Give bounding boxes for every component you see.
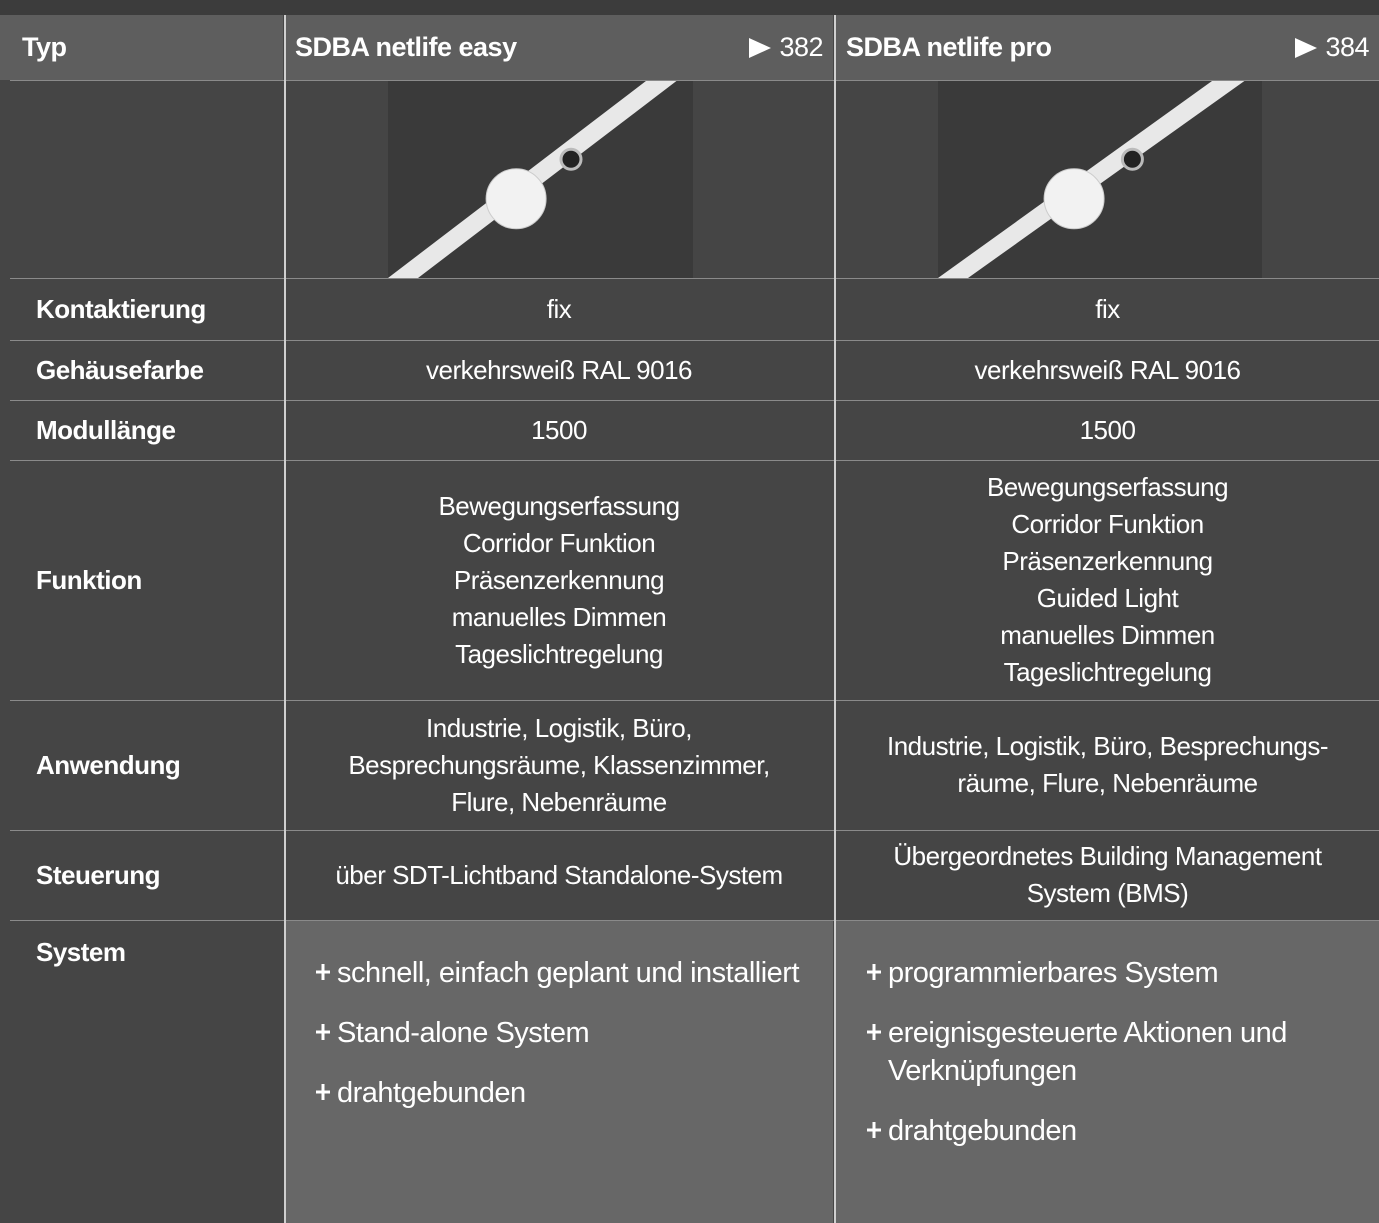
page-number: 382 bbox=[779, 32, 823, 62]
value-line: Präsenzerkennung bbox=[1002, 546, 1213, 576]
row-divider bbox=[10, 920, 1379, 921]
value-line: 1500 bbox=[1079, 414, 1136, 445]
page-ref: 384 bbox=[1295, 29, 1369, 66]
value-line: Präsenzerkennung bbox=[453, 564, 665, 595]
plus-icon bbox=[867, 1024, 881, 1040]
system-cell: schnell, einfach geplant und installiert… bbox=[285, 920, 833, 1223]
value-cell: 1500 bbox=[285, 400, 833, 460]
value-cell: Industrie, Logistik, Büro, Besprechungs-… bbox=[836, 700, 1379, 830]
value-cell: über SDT-Lichtband Standalone-System bbox=[285, 830, 833, 920]
value-cell: verkehrsweiß RAL 9016 bbox=[836, 340, 1379, 400]
value-line: Corridor Funktion bbox=[1011, 509, 1204, 539]
system-cell: programmierbares System ereignisgesteuert… bbox=[836, 920, 1379, 1223]
column-divider bbox=[834, 15, 836, 1223]
value-line: Übergeordnetes Building Management bbox=[893, 841, 1322, 871]
list-item: schnell, einfach geplant und installiert bbox=[315, 954, 800, 992]
header-bg bbox=[0, 15, 10, 80]
page-number: 384 bbox=[1325, 32, 1369, 62]
value-line: Industrie, Logistik, Büro, bbox=[426, 712, 692, 743]
plus-icon bbox=[867, 964, 881, 980]
value-line: fix bbox=[546, 293, 572, 324]
plus-icon bbox=[316, 1084, 330, 1100]
arrow-icon bbox=[749, 37, 772, 58]
header-label: Typ bbox=[10, 15, 283, 80]
item-text: drahtgebunden bbox=[337, 1077, 526, 1109]
value-cell: Bewegungserfassung Corridor Funktion Präse… bbox=[285, 460, 833, 700]
row-label: Kontaktierung bbox=[36, 293, 206, 324]
row-divider bbox=[10, 80, 1379, 81]
value-cell: Industrie, Logistik, Büro, Besprechungsrä… bbox=[285, 700, 833, 830]
value-line: Besprechungsräume, Klassenzimmer, bbox=[348, 749, 770, 780]
value-line: System (BMS) bbox=[1026, 878, 1189, 908]
value-line: Bewegungserfassung bbox=[438, 490, 680, 521]
arrow-icon bbox=[1295, 37, 1318, 58]
value-line: 1500 bbox=[531, 414, 587, 445]
row-divider bbox=[10, 830, 1379, 831]
value-cell: fix bbox=[285, 278, 833, 340]
value-cell: Übergeordnetes Building Management System… bbox=[836, 830, 1379, 920]
value-line: Tageslichtregelung bbox=[1003, 657, 1212, 687]
value-cell: 1500 bbox=[836, 400, 1379, 460]
value-line: verkehrsweiß RAL 9016 bbox=[974, 354, 1242, 385]
row-divider bbox=[10, 278, 1379, 279]
value-line: Bewegungserfassung bbox=[986, 472, 1229, 502]
value-line: Tageslichtregelung bbox=[455, 638, 663, 669]
plus-icon bbox=[316, 964, 330, 980]
row-divider bbox=[10, 340, 1379, 341]
value-line: über SDT-Lichtband Standalone-System bbox=[335, 859, 783, 890]
value-line: manuelles Dimmen bbox=[451, 601, 667, 632]
comparison-table: Typ SDBA netlife easy 382 SDBA netlife pro 3… bbox=[0, 15, 1379, 1223]
plus-icon bbox=[867, 1122, 881, 1138]
value-line: Guided Light bbox=[1036, 583, 1179, 613]
item-text: ereignisgesteuerte Aktionen und Verknüpf… bbox=[888, 1017, 1287, 1087]
list-item: ereignisgesteuerte Aktionen und Verknüpf… bbox=[866, 1014, 1359, 1090]
product-name: SDBA netlife pro bbox=[846, 32, 1052, 62]
row-label: Funktion bbox=[36, 564, 142, 595]
value-line: verkehrsweiß RAL 9016 bbox=[426, 354, 693, 385]
column-divider bbox=[284, 15, 286, 1223]
row-divider bbox=[10, 460, 1379, 461]
value-line: manuelles Dimmen bbox=[1000, 620, 1215, 650]
header-cell: SDBA netlife easy 382 bbox=[285, 15, 833, 80]
row-label: Modullänge bbox=[36, 414, 176, 445]
plus-icon bbox=[316, 1024, 330, 1040]
product-image bbox=[938, 80, 1262, 278]
header-cell: SDBA netlife pro 384 bbox=[836, 15, 1379, 80]
list-item: programmierbares System bbox=[866, 954, 1219, 992]
list-item: drahtgebunden bbox=[866, 1112, 1077, 1150]
item-text: drahtgebunden bbox=[888, 1115, 1077, 1147]
value-line: Industrie, Logistik, Büro, Besprechungs- bbox=[886, 731, 1329, 761]
value-cell: verkehrsweiß RAL 9016 bbox=[285, 340, 833, 400]
value-cell: fix bbox=[836, 278, 1379, 340]
item-text: Stand-alone System bbox=[337, 1017, 590, 1049]
list-item: drahtgebunden bbox=[315, 1074, 526, 1112]
value-line: fix bbox=[1095, 293, 1120, 324]
product-name: SDBA netlife easy bbox=[295, 32, 517, 62]
product-image bbox=[388, 80, 693, 278]
row-label: Gehäusefarbe bbox=[36, 354, 204, 385]
row-divider bbox=[10, 400, 1379, 401]
page-ref: 382 bbox=[749, 29, 823, 66]
row-divider bbox=[10, 700, 1379, 701]
value-cell: Bewegungserfassung Corridor Funktion Präse… bbox=[836, 460, 1379, 700]
item-text: schnell, einfach geplant und installiert bbox=[337, 957, 800, 989]
row-label: Steuerung bbox=[36, 859, 161, 890]
value-line: Corridor Funktion bbox=[462, 527, 656, 558]
list-item: Stand-alone System bbox=[315, 1014, 590, 1052]
item-text: programmierbares System bbox=[888, 957, 1219, 989]
row-label: System bbox=[36, 937, 126, 967]
value-line: Flure, Nebenräume bbox=[451, 786, 667, 817]
value-line: räume, Flure, Nebenräume bbox=[957, 768, 1258, 798]
row-label: Anwendung bbox=[36, 749, 181, 780]
